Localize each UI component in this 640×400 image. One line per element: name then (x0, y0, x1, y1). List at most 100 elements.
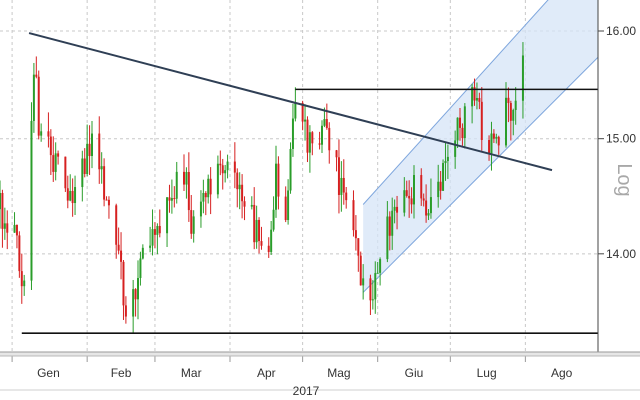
candle-body (103, 166, 106, 200)
candle (32, 62, 35, 133)
candle-body (354, 230, 357, 239)
candle-body (216, 163, 219, 195)
candle (20, 253, 23, 304)
candle-body (405, 190, 408, 196)
candle (15, 224, 18, 249)
candle-body (183, 171, 185, 185)
candle-body (495, 136, 498, 139)
candle-body (260, 241, 263, 246)
candle-body (337, 157, 340, 195)
candle (192, 210, 195, 243)
candle (374, 261, 377, 314)
candle (475, 82, 478, 110)
candle (471, 83, 474, 124)
candle (134, 288, 137, 317)
candle (490, 121, 493, 171)
candle-body (514, 100, 517, 110)
candle-body (463, 106, 466, 139)
candle (371, 280, 374, 310)
candle (86, 124, 89, 177)
candle (342, 159, 345, 205)
candle (272, 196, 275, 232)
candle (6, 210, 9, 250)
candle-body (323, 119, 326, 126)
candle-body (124, 305, 127, 317)
candle-body (512, 109, 515, 121)
candle (340, 161, 343, 212)
candle-body (509, 103, 512, 121)
channel-upper-line (362, 0, 549, 205)
candle (352, 190, 355, 237)
candle-body (224, 170, 227, 174)
candle-body (272, 209, 275, 230)
candle-body (219, 163, 222, 166)
x-axis-band (0, 352, 640, 356)
candle (122, 259, 125, 320)
candle (505, 82, 507, 148)
candle (413, 165, 415, 219)
candle-body (204, 192, 207, 198)
candle (199, 190, 202, 228)
candle-body (267, 245, 270, 252)
candle-body (149, 245, 152, 248)
candle-body (258, 219, 261, 242)
candle (69, 174, 72, 202)
candle-body (410, 198, 413, 205)
candle-body (190, 210, 193, 234)
candle (88, 125, 91, 175)
candle (74, 175, 77, 215)
candle (420, 168, 423, 206)
candle-body (151, 229, 154, 246)
candle-body (480, 101, 483, 141)
candle-body (175, 171, 178, 199)
candle (207, 174, 210, 204)
candle-body (376, 272, 379, 274)
candle (260, 226, 263, 250)
x-tick-label: Lug (477, 366, 497, 380)
candle (219, 150, 222, 176)
year-label: 2017 (293, 384, 320, 398)
candle (153, 222, 156, 249)
candle-body (139, 258, 142, 278)
candle (335, 149, 338, 172)
candle (54, 142, 57, 181)
candle-body (37, 76, 40, 136)
candle (226, 154, 229, 179)
candle-body (132, 289, 135, 317)
candle (250, 196, 253, 210)
candle-body (156, 225, 159, 235)
y-tick-label: 14.00 (606, 247, 636, 261)
candle-body (408, 195, 411, 199)
candle (408, 180, 411, 218)
candle (308, 125, 311, 173)
candle (30, 102, 33, 290)
candle (379, 257, 382, 286)
candle-body (253, 204, 256, 243)
candle-body (57, 153, 60, 157)
candle (132, 279, 135, 334)
candle (439, 171, 442, 200)
candle-body (270, 229, 273, 252)
candle (137, 260, 139, 320)
candle-body (3, 223, 6, 229)
candle-body (379, 259, 382, 273)
candle-body (158, 225, 161, 234)
candle (325, 103, 328, 130)
candle-body (54, 153, 57, 172)
candle-body (192, 216, 195, 234)
candle-body (202, 192, 205, 202)
candle-body (325, 119, 328, 128)
candle-body (115, 205, 118, 245)
candle (204, 191, 207, 216)
candle-body (304, 119, 307, 122)
candle (166, 197, 169, 247)
candle-body (199, 201, 202, 217)
candle (64, 156, 67, 192)
candle-body (393, 206, 396, 211)
candle (103, 158, 106, 207)
candle (514, 87, 517, 125)
candle (359, 251, 362, 286)
candle-body (461, 127, 464, 139)
candle-body (173, 198, 176, 200)
candle-body (98, 133, 101, 170)
